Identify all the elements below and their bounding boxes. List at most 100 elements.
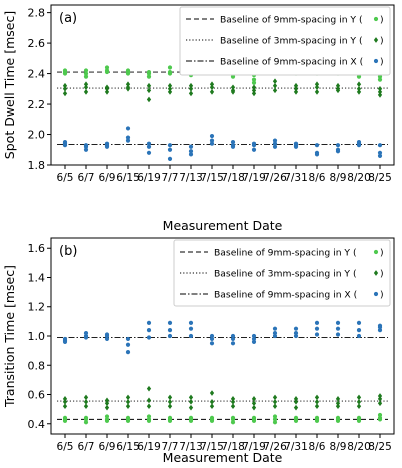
data-point: [209, 390, 215, 396]
data-point: [335, 143, 341, 148]
x-tick-label: 6/5: [57, 172, 74, 184]
x-tick-label: 8/25: [368, 172, 392, 184]
data-point: [272, 333, 278, 339]
x-tick-label: 7/31: [284, 172, 308, 184]
x-tick-label: 7/7: [162, 172, 179, 184]
data-point: [167, 398, 173, 405]
data-point: [167, 71, 173, 76]
data-point: [188, 82, 194, 89]
legend-close-paren: ): [380, 269, 384, 280]
data-point: [167, 403, 173, 410]
data-point: [272, 403, 278, 410]
data-point: [230, 341, 236, 346]
data-point: [272, 398, 278, 405]
data-point: [251, 141, 257, 146]
legend-label: Baseline of 3mm-spacing in Y (: [220, 36, 363, 47]
data-point: [62, 396, 68, 402]
x-tick-label: 7/13: [179, 172, 203, 184]
data-point: [62, 141, 68, 146]
x-tick-label: 7/26: [263, 441, 287, 453]
data-point: [146, 96, 152, 103]
data-point: [209, 415, 215, 421]
data-point: [125, 398, 131, 405]
data-point: [272, 420, 278, 425]
data-point: [230, 415, 236, 421]
y-tick-label: 1.4: [28, 271, 46, 284]
data-point: [251, 396, 257, 402]
chart-panel-b: 0.40.60.81.01.21.41.66/5 6/7 6/9 6/156/19 7/…: [2, 237, 395, 465]
data-point: [293, 89, 299, 95]
data-point: [293, 333, 299, 339]
legend-label: Baseline of 9mm-spacing in Y (: [220, 15, 363, 26]
legend-close-paren: ): [380, 57, 384, 68]
data-point: [356, 89, 362, 95]
data-point: [335, 332, 341, 337]
data-point: [293, 415, 299, 421]
data-point: [125, 81, 131, 88]
data-point: [314, 415, 320, 421]
x-tick-label: 6/5: [57, 441, 74, 453]
data-point: [146, 414, 152, 419]
data-point: [293, 143, 299, 148]
y-tick-label: 1.8: [28, 159, 46, 172]
data-point: [104, 333, 110, 339]
y-tick-label: 0.6: [28, 389, 46, 402]
x-tick-label: 6/9: [99, 441, 116, 453]
data-point: [272, 417, 278, 422]
data-point: [356, 333, 362, 339]
data-point: [251, 90, 257, 97]
data-point: [62, 403, 68, 410]
data-point: [125, 138, 131, 143]
data-point: [146, 74, 152, 79]
data-point: [251, 336, 257, 342]
data-point: [104, 414, 110, 419]
data-point: [356, 398, 362, 405]
data-point: [146, 141, 152, 146]
legend-close-paren: ): [380, 248, 384, 259]
data-point: [83, 143, 89, 148]
panel-label: (a): [59, 11, 77, 26]
y-tick-label: 1.0: [28, 330, 46, 343]
data-point: [230, 420, 236, 425]
data-point: [209, 138, 215, 143]
data-point: [335, 82, 341, 89]
y-tick-label: 2.0: [28, 129, 46, 142]
data-point: [251, 400, 257, 407]
data-point: [125, 394, 131, 401]
data-point: [335, 403, 341, 410]
data-point: [167, 394, 173, 401]
data-point: [230, 396, 236, 402]
data-point: [272, 141, 278, 146]
data-point: [314, 398, 320, 405]
data-point: [314, 143, 320, 148]
data-point: [293, 404, 299, 411]
data-point: [251, 87, 257, 94]
data-point: [335, 400, 341, 407]
data-point: [209, 133, 215, 139]
data-point: [377, 77, 383, 82]
data-point: [62, 398, 68, 405]
data-point: [83, 403, 89, 410]
data-point: [104, 417, 110, 422]
y-tick-label: 1.2: [28, 301, 46, 314]
data-point: [83, 330, 89, 336]
legend-marker: [373, 291, 379, 297]
data-point: [230, 140, 236, 145]
legend-label: Baseline of 9mm-spacing in Y (: [214, 248, 357, 259]
chart-panel-a: 1.82.02.22.42.62.86/5 6/7 6/9 6/156/19 7/7 7/…: [2, 4, 395, 233]
data-point: [356, 141, 362, 146]
data-point: [167, 320, 173, 325]
data-point: [377, 92, 383, 98]
data-point: [125, 349, 131, 355]
x-tick-label: 7/18: [221, 441, 245, 453]
data-point: [167, 89, 173, 95]
data-point: [167, 85, 173, 92]
data-point: [335, 396, 341, 402]
y-tick-label: 0.8: [28, 359, 46, 372]
data-point: [335, 149, 341, 154]
x-tick-label: 8/9: [330, 172, 347, 184]
data-point: [104, 404, 110, 411]
data-point: [146, 87, 152, 94]
data-point: [209, 341, 215, 346]
data-point: [230, 89, 236, 95]
